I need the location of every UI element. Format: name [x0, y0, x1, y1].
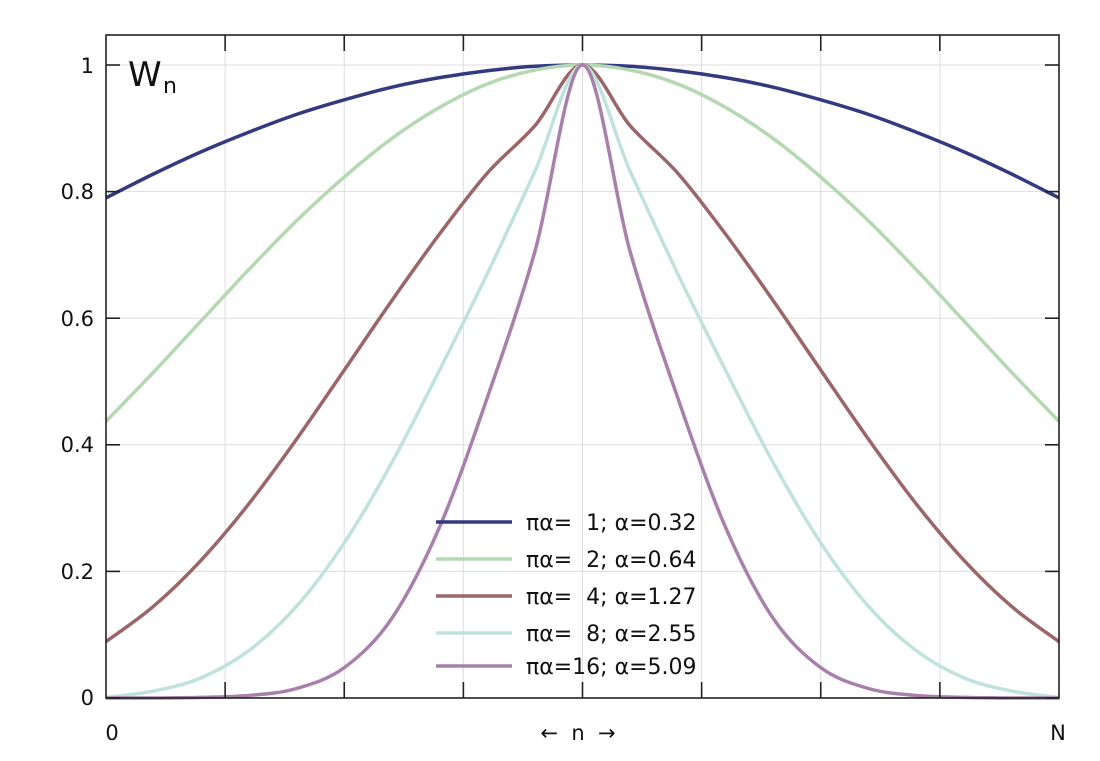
legend-label-5: πα=16; α=5.09: [526, 655, 697, 680]
x-tick-label-start: 0: [105, 721, 118, 745]
y-tick-label-1: 0.2: [61, 560, 94, 584]
y-tick-label-2: 0.4: [61, 433, 94, 457]
legend-label-1: πα= 1; α=0.32: [526, 511, 697, 536]
y-tick-label-5: 1: [81, 54, 94, 78]
y-tick-label-0: 0: [81, 686, 94, 710]
legend-label-2: πα= 2; α=0.64: [526, 548, 697, 573]
x-axis-label: ← n →: [540, 721, 615, 745]
y-tick-label-4: 0.8: [61, 180, 94, 204]
chart-title-subscript: n: [163, 74, 177, 99]
legend-label-3: πα= 4; α=1.27: [526, 585, 697, 610]
x-tick-label-end: N: [1050, 721, 1066, 745]
legend: πα= 1; α=0.32 πα= 2; α=0.64 πα= 4; α=1.2…: [436, 511, 697, 680]
legend-label-4: πα= 8; α=2.55: [526, 622, 697, 647]
axis-ticks: [106, 35, 1059, 699]
series-line-5: [105, 63, 1060, 700]
series-lines: [104, 63, 1061, 700]
y-tick-label-3: 0.6: [61, 307, 94, 331]
chart-title: W: [128, 55, 162, 95]
